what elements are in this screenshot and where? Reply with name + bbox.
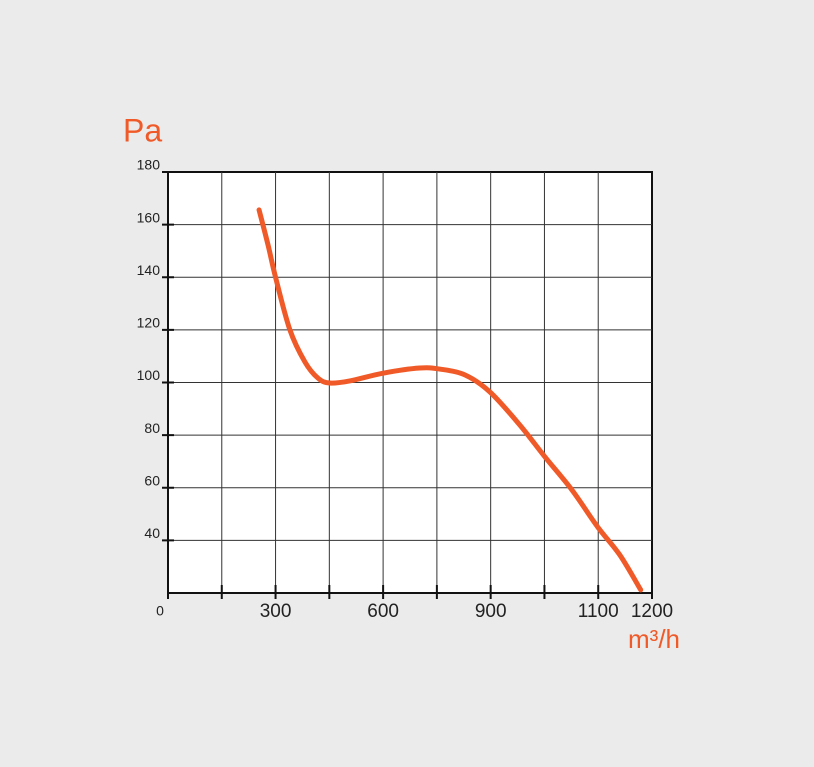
x-tick-label: 0 (156, 603, 164, 619)
y-tick-label: 120 (137, 315, 161, 331)
curve (256, 207, 644, 593)
x-axis-label: m³/h (628, 624, 680, 654)
x-tick-label: 1200 (631, 601, 673, 622)
x-tick-label: 1100 (578, 601, 619, 622)
y-tick-label: 180 (137, 157, 161, 173)
y-tick-label: 40 (144, 525, 160, 541)
y-axis-label: Pa (123, 112, 162, 148)
x-tick-label: 900 (475, 601, 507, 622)
y-tick-label: 80 (144, 420, 160, 436)
y-tick-label: 60 (144, 472, 160, 488)
x-tick-label: 300 (260, 601, 292, 622)
y-tick-label: 140 (137, 262, 161, 278)
y-tick-label: 160 (137, 209, 161, 225)
y-tick-label: 100 (137, 367, 161, 383)
x-tick-label: 600 (367, 601, 399, 622)
